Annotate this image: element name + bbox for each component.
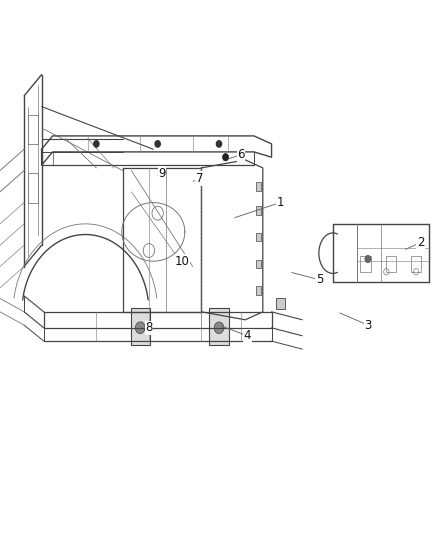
Text: 10: 10 bbox=[174, 255, 189, 268]
Bar bbox=[28, 173, 38, 203]
Circle shape bbox=[155, 141, 160, 147]
Text: 8: 8 bbox=[145, 321, 152, 334]
Bar bbox=[360, 256, 371, 272]
Circle shape bbox=[214, 322, 224, 334]
Text: 3: 3 bbox=[364, 319, 371, 332]
Text: 6: 6 bbox=[237, 148, 245, 161]
Text: 5: 5 bbox=[316, 273, 323, 286]
Bar bbox=[131, 308, 150, 345]
Bar bbox=[256, 182, 261, 191]
Circle shape bbox=[365, 255, 371, 263]
Bar bbox=[276, 298, 285, 309]
Bar bbox=[209, 308, 229, 345]
Bar bbox=[256, 206, 261, 215]
Bar bbox=[256, 286, 261, 295]
Circle shape bbox=[135, 322, 145, 334]
Circle shape bbox=[94, 141, 99, 147]
Text: 1: 1 bbox=[276, 196, 284, 209]
Text: 9: 9 bbox=[158, 167, 166, 180]
Circle shape bbox=[216, 141, 222, 147]
Bar bbox=[386, 256, 396, 272]
Text: 2: 2 bbox=[417, 236, 424, 249]
Bar bbox=[256, 233, 261, 241]
Text: 4: 4 bbox=[244, 329, 251, 342]
Bar bbox=[256, 260, 261, 268]
Text: 7: 7 bbox=[195, 172, 203, 185]
Bar bbox=[28, 115, 38, 144]
Bar bbox=[411, 256, 421, 272]
Circle shape bbox=[223, 154, 229, 161]
